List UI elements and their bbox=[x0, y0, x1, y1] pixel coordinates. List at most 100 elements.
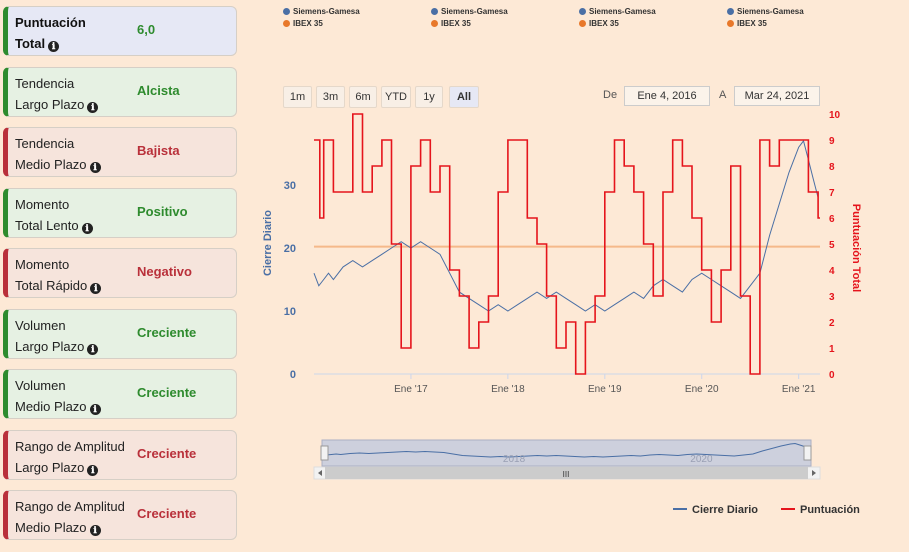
card-label: Tendencia Largo Plazo ℹ bbox=[15, 73, 99, 115]
info-icon[interactable]: ℹ bbox=[89, 162, 101, 173]
date-from-input[interactable]: Ene 4, 2016 bbox=[624, 86, 710, 106]
scroll-right-arrow-icon bbox=[812, 470, 816, 476]
card-label-line2: Total Rápido bbox=[15, 278, 88, 293]
top-legend-item[interactable]: Siemens-Gamesa bbox=[727, 7, 804, 16]
series-close-line bbox=[313, 139, 819, 312]
top-legend-item[interactable]: Siemens-Gamesa bbox=[283, 7, 360, 16]
info-icon[interactable]: ℹ bbox=[87, 465, 99, 476]
x-tick-label: Ene '21 bbox=[782, 384, 816, 395]
date-to-input[interactable]: Mar 24, 2021 bbox=[734, 86, 820, 106]
top-legend-item[interactable]: Siemens-Gamesa bbox=[579, 7, 656, 16]
card-label-line1: Tendencia bbox=[15, 136, 75, 151]
legend-close-line bbox=[673, 508, 687, 510]
y-right-tick-label: 0 bbox=[829, 370, 835, 381]
range-button-all[interactable]: All bbox=[449, 86, 479, 108]
top-legend-series: Siemens-Gamesa bbox=[589, 7, 656, 16]
legend-close[interactable]: Cierre Diario bbox=[673, 504, 758, 516]
card-label-line1: Volumen bbox=[15, 318, 66, 333]
x-tick-label: Ene '19 bbox=[588, 384, 622, 395]
top-legend-index: IBEX 35 bbox=[589, 19, 619, 28]
card-label-line2: Largo Plazo bbox=[15, 339, 85, 354]
x-tick-label: Ene '17 bbox=[394, 384, 428, 395]
top-legend-item[interactable]: Siemens-Gamesa bbox=[431, 7, 508, 16]
scrollbar-grip-icon: III bbox=[563, 470, 570, 479]
y-right-tick-label: 9 bbox=[829, 136, 835, 147]
card-label-line2: Medio Plazo bbox=[15, 520, 87, 535]
info-icon[interactable]: ℹ bbox=[89, 525, 101, 536]
range-button-6m[interactable]: 6m bbox=[349, 86, 377, 108]
card-label-line2: Medio Plazo bbox=[15, 399, 87, 414]
card-value: Alcista bbox=[137, 83, 180, 98]
y-left-tick-label: 0 bbox=[290, 369, 296, 381]
indicator-card: Tendencia Medio Plazo ℹ Bajista bbox=[3, 127, 237, 177]
indicator-card: Rango de Amplitud Medio Plazo ℹ Creciente bbox=[3, 490, 237, 540]
navigator-window bbox=[321, 439, 812, 467]
legend-dot-icon bbox=[727, 8, 734, 15]
card-label-line1: Momento bbox=[15, 197, 70, 212]
range-button-3m[interactable]: 3m bbox=[316, 86, 345, 108]
legend-dot-icon bbox=[283, 20, 290, 27]
top-legend-index: IBEX 35 bbox=[737, 19, 767, 28]
card-label: Momento Total Rápido ℹ bbox=[15, 254, 102, 296]
card-label-line1: Momento bbox=[15, 257, 70, 272]
card-label-line1: Volumen bbox=[15, 378, 66, 393]
scroll-left-arrow-icon bbox=[318, 470, 322, 476]
card-label: Volumen Medio Plazo ℹ bbox=[15, 375, 101, 417]
y-right-tick-label: 4 bbox=[829, 266, 835, 277]
range-button-1m[interactable]: 1m bbox=[283, 86, 312, 108]
legend-score[interactable]: Puntuación bbox=[781, 504, 860, 516]
legend-dot-icon bbox=[579, 8, 586, 15]
indicator-card: Volumen Largo Plazo ℹ Creciente bbox=[3, 309, 237, 359]
info-icon[interactable]: ℹ bbox=[89, 404, 101, 415]
card-label-line1: Puntuación bbox=[15, 15, 86, 30]
info-icon[interactable]: ℹ bbox=[48, 41, 60, 52]
scrollbar-track bbox=[313, 466, 821, 480]
indicator-card: Puntuación Total ℹ 6,0 bbox=[3, 6, 237, 56]
y-right-tick-label: 10 bbox=[829, 110, 841, 121]
x-tick-label: Ene '18 bbox=[491, 384, 525, 395]
range-button-1y[interactable]: 1y bbox=[415, 86, 443, 108]
top-legend-index: IBEX 35 bbox=[441, 19, 471, 28]
top-legend-item[interactable]: IBEX 35 bbox=[579, 19, 619, 28]
date-from-label: De bbox=[603, 89, 618, 101]
y-right-tick-label: 2 bbox=[829, 318, 835, 329]
top-legend-index: IBEX 35 bbox=[293, 19, 323, 28]
info-icon[interactable]: ℹ bbox=[81, 223, 93, 234]
scrollbar-thumb bbox=[325, 467, 808, 479]
navigator-series-line bbox=[321, 442, 810, 458]
top-legend-series: Siemens-Gamesa bbox=[441, 7, 508, 16]
card-label: Puntuación Total ℹ bbox=[15, 12, 86, 54]
card-label: Rango de Amplitud Medio Plazo ℹ bbox=[15, 496, 125, 538]
y-right-tick-label: 3 bbox=[829, 292, 835, 303]
card-label-line2: Medio Plazo bbox=[15, 157, 87, 172]
info-icon[interactable]: ℹ bbox=[87, 344, 99, 355]
card-label: Volumen Largo Plazo ℹ bbox=[15, 315, 99, 357]
legend-dot-icon bbox=[579, 20, 586, 27]
indicator-card: Momento Total Lento ℹ Positivo bbox=[3, 188, 237, 238]
card-label: Rango de Amplitud Largo Plazo ℹ bbox=[15, 436, 125, 478]
top-legend-item[interactable]: IBEX 35 bbox=[283, 19, 323, 28]
card-label-line1: Rango de Amplitud bbox=[15, 439, 125, 454]
card-value: Creciente bbox=[137, 506, 197, 521]
top-legend-item[interactable]: IBEX 35 bbox=[727, 19, 767, 28]
card-value: 6,0 bbox=[137, 22, 156, 37]
top-legend-item[interactable]: IBEX 35 bbox=[431, 19, 471, 28]
legend-score-label: Puntuación bbox=[800, 504, 860, 516]
navigator-label-2018: 2018 bbox=[503, 454, 526, 465]
y-right-tick-label: 6 bbox=[829, 214, 835, 225]
y-left-title: Cierre Diario bbox=[262, 210, 274, 276]
y-right-tick-label: 5 bbox=[829, 240, 835, 251]
y-right-tick-label: 8 bbox=[829, 162, 835, 173]
x-tick-label: Ene '20 bbox=[685, 384, 719, 395]
legend-dot-icon bbox=[431, 8, 438, 15]
legend-close-label: Cierre Diario bbox=[692, 504, 759, 516]
info-icon[interactable]: ℹ bbox=[90, 283, 102, 294]
top-legend-series: Siemens-Gamesa bbox=[293, 7, 360, 16]
indicator-card: Momento Total Rápido ℹ Negativo bbox=[3, 248, 237, 298]
card-value: Bajista bbox=[137, 143, 180, 158]
card-value: Creciente bbox=[137, 325, 197, 340]
card-label: Momento Total Lento ℹ bbox=[15, 194, 93, 236]
info-icon[interactable]: ℹ bbox=[87, 102, 99, 113]
range-button-ytd[interactable]: YTD bbox=[381, 86, 411, 108]
y-right-tick-label: 1 bbox=[829, 344, 835, 355]
